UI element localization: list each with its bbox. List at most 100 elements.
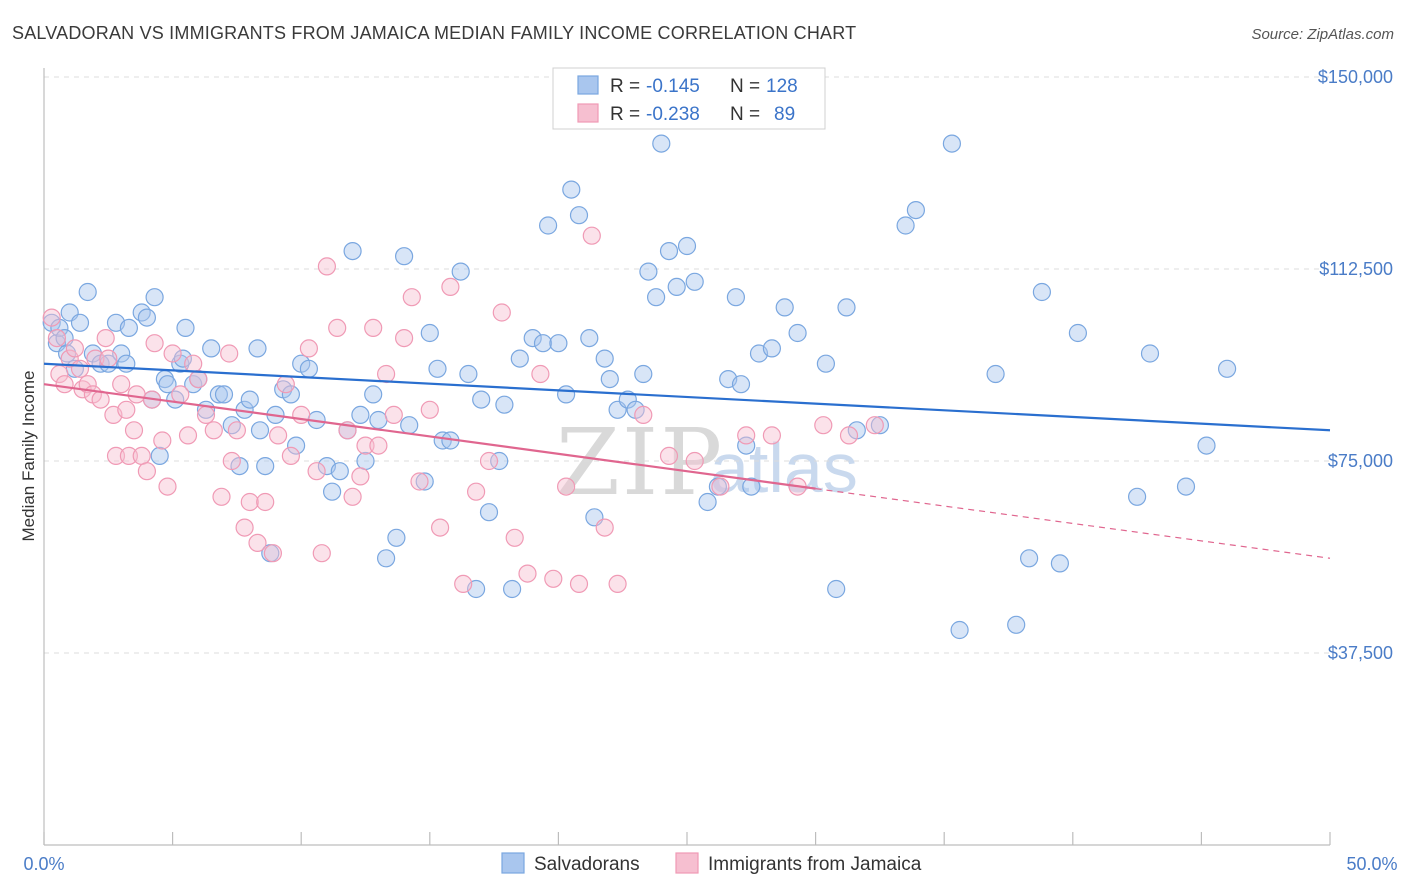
salvadorans-point-15 — [119, 318, 138, 337]
salvadorans-point-17 — [137, 308, 156, 327]
jamaica-point-76 — [582, 226, 601, 245]
salvadorans-point-24 — [171, 354, 190, 373]
jamaica-point-15 — [106, 446, 126, 465]
jamaica-point-67 — [467, 482, 486, 501]
jamaica-point-19 — [124, 421, 144, 440]
salvadorans-point-26 — [176, 318, 195, 337]
jamaica-point-25 — [153, 431, 172, 450]
salvadorans-point-115 — [942, 134, 962, 153]
jamaica-point-63 — [420, 400, 439, 419]
jamaica-point-43 — [269, 426, 288, 445]
salvadorans-point-95 — [677, 236, 697, 256]
salvadorans-point-72 — [495, 395, 514, 414]
salvadorans-point-106 — [775, 298, 794, 317]
salvadorans-trend-line — [43, 362, 1331, 432]
salvadorans-point-62 — [420, 323, 439, 343]
jamaica-point-88 — [865, 416, 884, 435]
jamaica-point-20 — [127, 385, 146, 404]
jamaica-point-27 — [163, 344, 182, 363]
salvadorans-point-116 — [950, 620, 969, 640]
salvadorans-point-53 — [351, 405, 370, 424]
salvadorans-point-25 — [173, 349, 192, 368]
salvadorans-point-38 — [250, 421, 270, 440]
jamaica-point-87 — [839, 426, 859, 445]
stats-legend-swatch-jamaica — [577, 103, 599, 123]
salvadorans-point-102 — [737, 436, 756, 455]
stats-legend-swatch-salvadorans — [577, 75, 599, 95]
salvadorans-point-110 — [837, 298, 856, 317]
jamaica-point-42 — [263, 544, 282, 563]
bottom-legend-label-jamaica: Immigrants from Jamaica — [708, 854, 922, 875]
salvadorans-point-117 — [986, 364, 1005, 384]
jamaica-point-77 — [595, 518, 614, 537]
jamaica-point-60 — [395, 329, 414, 348]
salvadorans-point-23 — [166, 390, 185, 409]
stats-r-value-1: -0.145 — [646, 76, 700, 97]
jamaica-point-83 — [737, 426, 756, 445]
jamaica-point-40 — [248, 533, 267, 553]
jamaica-point-75 — [569, 574, 589, 594]
jamaica-point-36 — [222, 451, 241, 471]
salvadorans-point-77 — [538, 216, 558, 235]
jamaica-point-66 — [454, 574, 473, 594]
salvadorans-point-44 — [287, 436, 306, 455]
jamaica-point-80 — [659, 446, 679, 465]
salvadorans-point-73 — [502, 579, 522, 599]
jamaica-point-53 — [343, 487, 362, 506]
jamaica-point-58 — [377, 364, 396, 384]
jamaica-point-55 — [356, 436, 375, 455]
salvadorans-point-31 — [209, 385, 228, 404]
jamaica-point-65 — [441, 277, 460, 296]
y-tick-label-2: $75,000 — [1328, 451, 1393, 471]
jamaica-point-24 — [145, 334, 164, 353]
jamaica-point-62 — [410, 472, 429, 491]
jamaica-point-26 — [158, 477, 177, 496]
jamaica-point-21 — [132, 446, 151, 465]
salvadorans-point-55 — [364, 385, 383, 404]
jamaica-point-69 — [492, 303, 511, 322]
salvadorans-point-90 — [639, 262, 658, 281]
jamaica-point-41 — [256, 492, 275, 512]
jamaica-point-45 — [281, 446, 300, 465]
jamaica-point-78 — [608, 574, 627, 594]
jamaica-point-47 — [299, 339, 318, 358]
jamaica-point-30 — [184, 354, 203, 373]
stats-r-label-1: R = — [610, 76, 640, 97]
y-tick-labels: $150,000 $112,500 $75,000 $37,500 — [1318, 67, 1393, 663]
salvadorans-point-32 — [214, 385, 234, 404]
chart-title: SALVADORAN VS IMMIGRANTS FROM JAMAICA ME… — [12, 23, 856, 43]
salvadorans-point-43 — [281, 385, 300, 404]
stats-legend: R = -0.145 N = 128 R = -0.238 N = 89 — [552, 67, 826, 130]
salvadorans-point-109 — [827, 579, 846, 599]
salvadorans-point-52 — [343, 242, 362, 261]
y-tick-label-1: $112,500 — [1319, 259, 1393, 279]
salvadorans-point-54 — [356, 451, 375, 471]
jamaica-point-6 — [70, 359, 90, 378]
jamaica-point-49 — [312, 544, 331, 563]
stats-n-label-2: N = — [730, 104, 760, 125]
salvadorans-point-30 — [202, 339, 221, 358]
salvadorans-point-7 — [70, 313, 90, 332]
jamaica-point-61 — [402, 288, 421, 307]
jamaica-point-22 — [137, 462, 156, 481]
jamaica-point-51 — [328, 318, 347, 337]
jamaica-point-38 — [235, 518, 254, 537]
salvadorans-point-112 — [870, 416, 890, 435]
bottom-legend-swatch-jamaica — [675, 852, 699, 874]
jamaica-point-3 — [55, 375, 74, 394]
jamaica-point-16 — [112, 375, 131, 394]
bottom-legend: Salvadorans Immigrants from Jamaica — [501, 852, 922, 875]
stats-n-label-1: N = — [730, 76, 760, 97]
jamaica-point-72 — [531, 364, 550, 384]
chart-source: Source: ZipAtlas.com — [1251, 26, 1394, 43]
salvadorans-point-108 — [816, 354, 836, 373]
bottom-legend-label-salvadorans: Salvadorans — [534, 854, 640, 875]
salvadorans-point-94 — [667, 277, 686, 296]
stats-n-value-2: 89 — [774, 104, 795, 125]
jamaica-point-74 — [556, 477, 576, 496]
salvadorans-point-105 — [762, 339, 782, 358]
points-layer — [42, 134, 1237, 640]
salvadorans-point-39 — [256, 457, 275, 476]
y-axis-label: Median Family Income — [19, 370, 38, 541]
